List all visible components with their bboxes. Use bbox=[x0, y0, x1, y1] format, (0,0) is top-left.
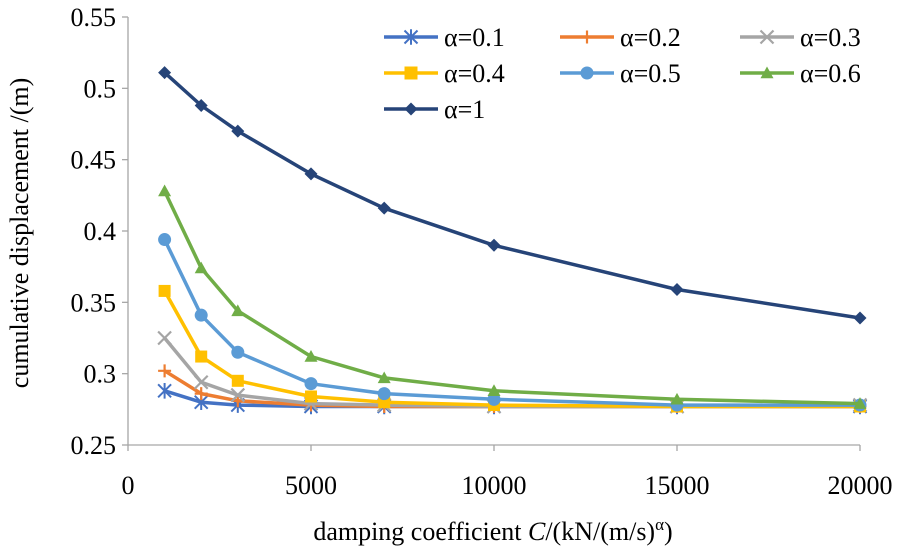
legend-swatch-marker bbox=[759, 29, 775, 45]
y-tick-label: 0.3 bbox=[84, 360, 117, 389]
series-line bbox=[163, 190, 861, 406]
axes: 0.25 0.3 0.35 0.4 0.45 0.5 0.55 0 5000 10000 15000… bbox=[71, 3, 893, 500]
legend-label: α=0.5 bbox=[620, 59, 681, 88]
data-point bbox=[158, 364, 172, 378]
legend-entry: α=1 bbox=[384, 95, 485, 124]
legend-swatch-marker bbox=[403, 29, 419, 45]
legend-label: α=0.2 bbox=[620, 23, 681, 52]
data-point bbox=[193, 374, 209, 390]
data-point bbox=[304, 350, 318, 362]
data-point bbox=[231, 345, 245, 359]
legend-entry: α=0.5 bbox=[560, 59, 681, 88]
legend-entry: α=0.2 bbox=[560, 23, 681, 52]
data-point bbox=[158, 233, 172, 247]
legend-swatch-marker bbox=[580, 30, 594, 44]
data-point bbox=[230, 387, 246, 403]
series-line bbox=[163, 336, 861, 409]
data-point bbox=[194, 308, 208, 322]
data-point bbox=[487, 392, 501, 406]
data-point bbox=[231, 374, 244, 387]
legend: α=0.1 α=0.2 α=0.3 α=0.4 α=0.5 α=0.6 α=1 bbox=[384, 23, 861, 124]
data-point bbox=[158, 284, 171, 297]
data-point bbox=[231, 124, 245, 138]
y-tick-label: 0.4 bbox=[84, 217, 117, 246]
data-point bbox=[304, 377, 318, 391]
x-tick-label: 0 bbox=[122, 471, 135, 500]
legend-entry: α=0.3 bbox=[740, 23, 861, 52]
data-point bbox=[377, 387, 391, 401]
series-layer bbox=[157, 66, 868, 415]
data-point bbox=[853, 311, 867, 325]
y-axis-label: cumulative displacement /(m) bbox=[5, 78, 34, 388]
series-line bbox=[163, 238, 860, 407]
data-point bbox=[670, 392, 684, 405]
data-point bbox=[487, 238, 501, 252]
data-point bbox=[305, 390, 317, 403]
series-line bbox=[163, 71, 861, 320]
x-tick-label: 5000 bbox=[285, 471, 337, 500]
series-α=0.6 bbox=[158, 184, 867, 409]
data-point bbox=[157, 382, 172, 399]
y-tick-label: 0.55 bbox=[71, 3, 117, 32]
legend-entry: α=0.1 bbox=[384, 23, 505, 52]
x-axis-label-variable: C bbox=[528, 517, 546, 546]
x-tick-label: 15000 bbox=[645, 471, 710, 500]
data-point bbox=[158, 66, 172, 80]
x-axis-label-unit: /(kN/(m/s) bbox=[545, 517, 655, 546]
x-axis-label-exponent: α bbox=[655, 515, 664, 534]
legend-entry: α=0.6 bbox=[740, 59, 861, 88]
legend-entry: α=0.4 bbox=[384, 59, 505, 88]
legend-label: α=0.1 bbox=[444, 23, 505, 52]
data-point bbox=[377, 371, 391, 384]
legend-label: α=0.6 bbox=[800, 59, 861, 88]
legend-label: α=0.4 bbox=[444, 59, 505, 88]
data-point bbox=[377, 201, 391, 215]
legend-swatch-marker bbox=[404, 102, 418, 116]
data-point bbox=[158, 184, 172, 197]
legend-swatch-marker bbox=[760, 66, 774, 79]
series-line bbox=[163, 290, 860, 409]
x-tick-label: 20000 bbox=[828, 471, 893, 500]
data-point bbox=[304, 167, 318, 181]
data-point bbox=[194, 261, 208, 274]
data-point bbox=[194, 387, 208, 401]
y-tick-label: 0.45 bbox=[71, 146, 117, 175]
legend-label: α=0.3 bbox=[800, 23, 861, 52]
x-axis-label-text: damping coefficient bbox=[313, 517, 528, 546]
x-axis-label: damping coefficient C/(kN/(m/s)α) bbox=[313, 515, 672, 546]
data-point bbox=[194, 98, 208, 112]
series-α=1 bbox=[158, 66, 867, 325]
data-point bbox=[157, 330, 172, 346]
y-tick-label: 0.25 bbox=[71, 431, 117, 460]
x-tick-label: 10000 bbox=[462, 471, 527, 500]
y-tick-label: 0.35 bbox=[71, 288, 117, 317]
x-axis-label-close: ) bbox=[664, 517, 673, 546]
data-point bbox=[853, 397, 867, 409]
data-point bbox=[487, 384, 501, 396]
legend-swatch-marker bbox=[580, 66, 594, 80]
y-tick-label: 0.5 bbox=[84, 74, 117, 103]
data-point bbox=[195, 350, 208, 363]
legend-swatch-marker bbox=[404, 66, 418, 80]
legend-label: α=1 bbox=[444, 95, 485, 124]
data-point bbox=[670, 282, 684, 296]
data-point bbox=[231, 304, 245, 317]
